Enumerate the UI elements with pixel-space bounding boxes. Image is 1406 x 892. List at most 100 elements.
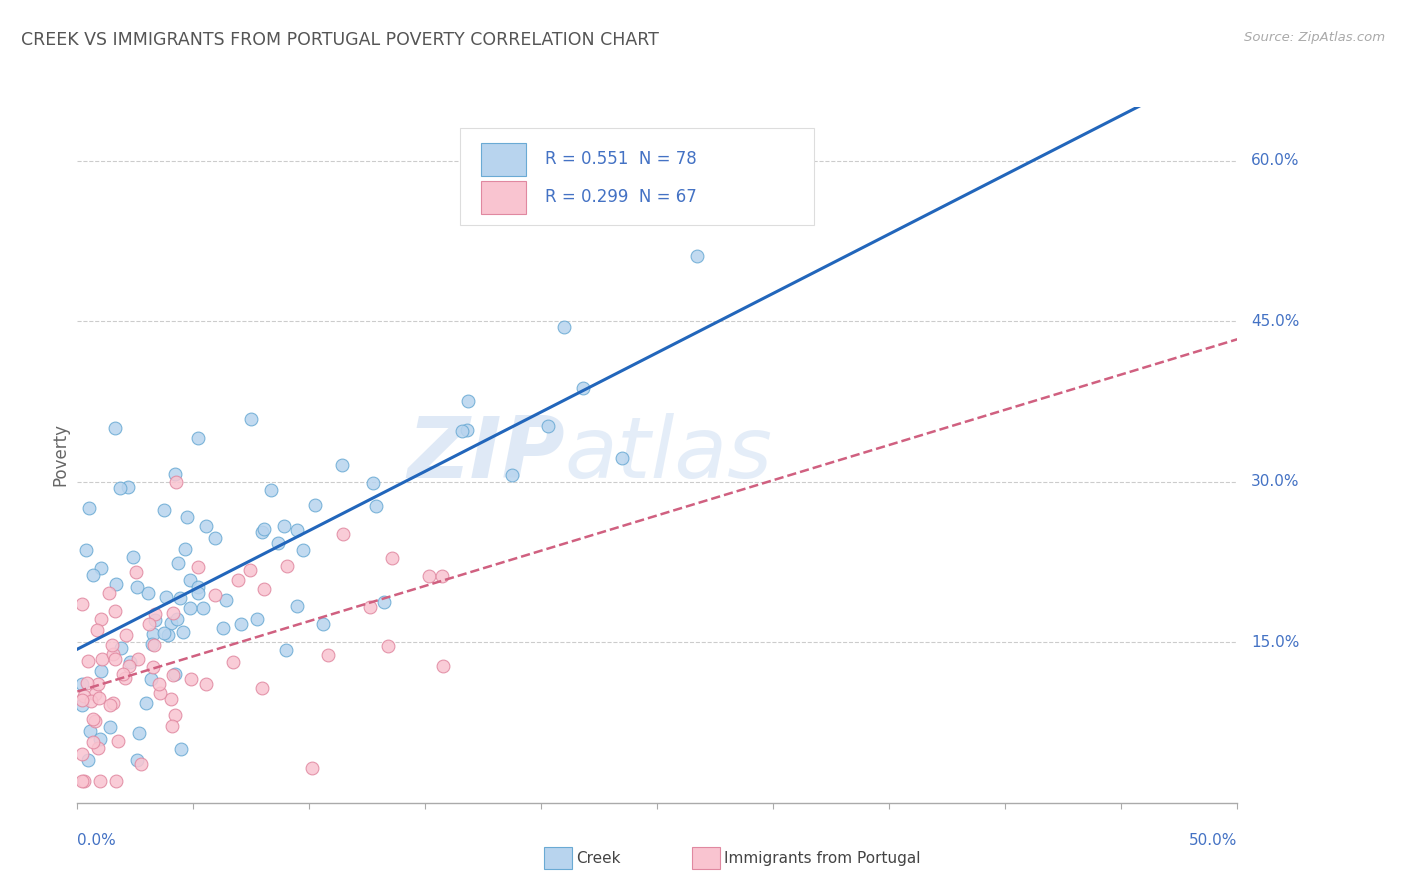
Point: [121, 550, 143, 565]
Point: [301, 761, 323, 775]
Point: [172, 625, 194, 640]
Point: [229, 616, 252, 631]
Point: [250, 524, 273, 539]
Point: [143, 613, 166, 627]
Point: [84, 714, 107, 729]
Point: [194, 677, 217, 691]
Point: [316, 648, 339, 662]
FancyBboxPatch shape: [460, 128, 814, 226]
Point: [176, 510, 198, 524]
Point: [166, 612, 188, 626]
Point: [186, 431, 208, 445]
Point: [253, 582, 276, 596]
Point: [165, 475, 187, 489]
Point: [103, 696, 125, 710]
Point: [141, 637, 163, 651]
Point: [79, 501, 101, 516]
Point: [142, 659, 165, 673]
Point: [70, 676, 93, 690]
Point: [89, 732, 111, 747]
Point: [418, 568, 440, 582]
Point: [112, 666, 135, 681]
Point: [72, 774, 94, 789]
Point: [170, 741, 193, 756]
Point: [127, 580, 149, 594]
Point: [135, 696, 157, 710]
Point: [361, 476, 384, 491]
Point: [82, 712, 104, 726]
Point: [76, 676, 98, 690]
Point: [274, 643, 297, 657]
Point: [359, 600, 381, 615]
Point: [291, 543, 314, 558]
Point: [160, 615, 183, 630]
Point: [163, 666, 186, 681]
Point: [89, 774, 111, 789]
Point: [167, 556, 190, 570]
Point: [107, 734, 129, 748]
Point: [250, 681, 273, 696]
Point: [87, 677, 110, 691]
Point: [149, 685, 172, 699]
Point: [501, 467, 523, 482]
Point: [136, 586, 159, 600]
Point: [80, 694, 103, 708]
Point: [226, 574, 249, 588]
Point: [129, 757, 152, 772]
Point: [153, 503, 176, 517]
Point: [165, 467, 187, 482]
Point: [377, 639, 399, 653]
Point: [457, 393, 479, 408]
Point: [169, 591, 191, 606]
Point: [100, 698, 122, 713]
Text: 60.0%: 60.0%: [1251, 153, 1299, 168]
Point: [304, 498, 326, 512]
Point: [114, 671, 136, 685]
Text: 50.0%: 50.0%: [1189, 833, 1237, 848]
Point: [195, 519, 218, 533]
Point: [686, 249, 709, 263]
Point: [70, 693, 93, 707]
Point: [77, 654, 100, 668]
Point: [162, 719, 184, 733]
Text: 0.0%: 0.0%: [77, 833, 117, 848]
Point: [87, 691, 110, 706]
Point: [118, 655, 141, 669]
Point: [75, 542, 97, 557]
Point: [118, 659, 141, 673]
Point: [105, 577, 128, 591]
Point: [127, 652, 149, 666]
Point: [267, 535, 290, 549]
Point: [571, 381, 593, 395]
Point: [430, 569, 453, 583]
Point: [110, 641, 132, 656]
Point: [153, 626, 176, 640]
Point: [162, 668, 184, 682]
Text: 45.0%: 45.0%: [1251, 314, 1299, 328]
Point: [70, 598, 93, 612]
Point: [142, 626, 165, 640]
Text: R = 0.299  N = 67: R = 0.299 N = 67: [544, 188, 696, 206]
Point: [330, 458, 353, 473]
Text: R = 0.551  N = 78: R = 0.551 N = 78: [544, 150, 696, 169]
Point: [187, 560, 209, 574]
Y-axis label: Poverty: Poverty: [51, 424, 69, 486]
Point: [148, 676, 170, 690]
Point: [100, 638, 122, 652]
Point: [82, 734, 104, 748]
Point: [98, 720, 121, 734]
FancyBboxPatch shape: [481, 143, 526, 176]
Point: [97, 585, 120, 599]
Point: [162, 607, 184, 621]
Point: [104, 604, 127, 618]
Point: [187, 580, 209, 594]
Point: [160, 692, 183, 706]
Point: [77, 753, 100, 767]
Point: [79, 724, 101, 739]
Point: [82, 567, 104, 582]
Point: [239, 563, 262, 577]
Point: [84, 687, 107, 701]
Point: [312, 617, 335, 632]
Point: [108, 481, 131, 495]
Point: [273, 519, 295, 533]
